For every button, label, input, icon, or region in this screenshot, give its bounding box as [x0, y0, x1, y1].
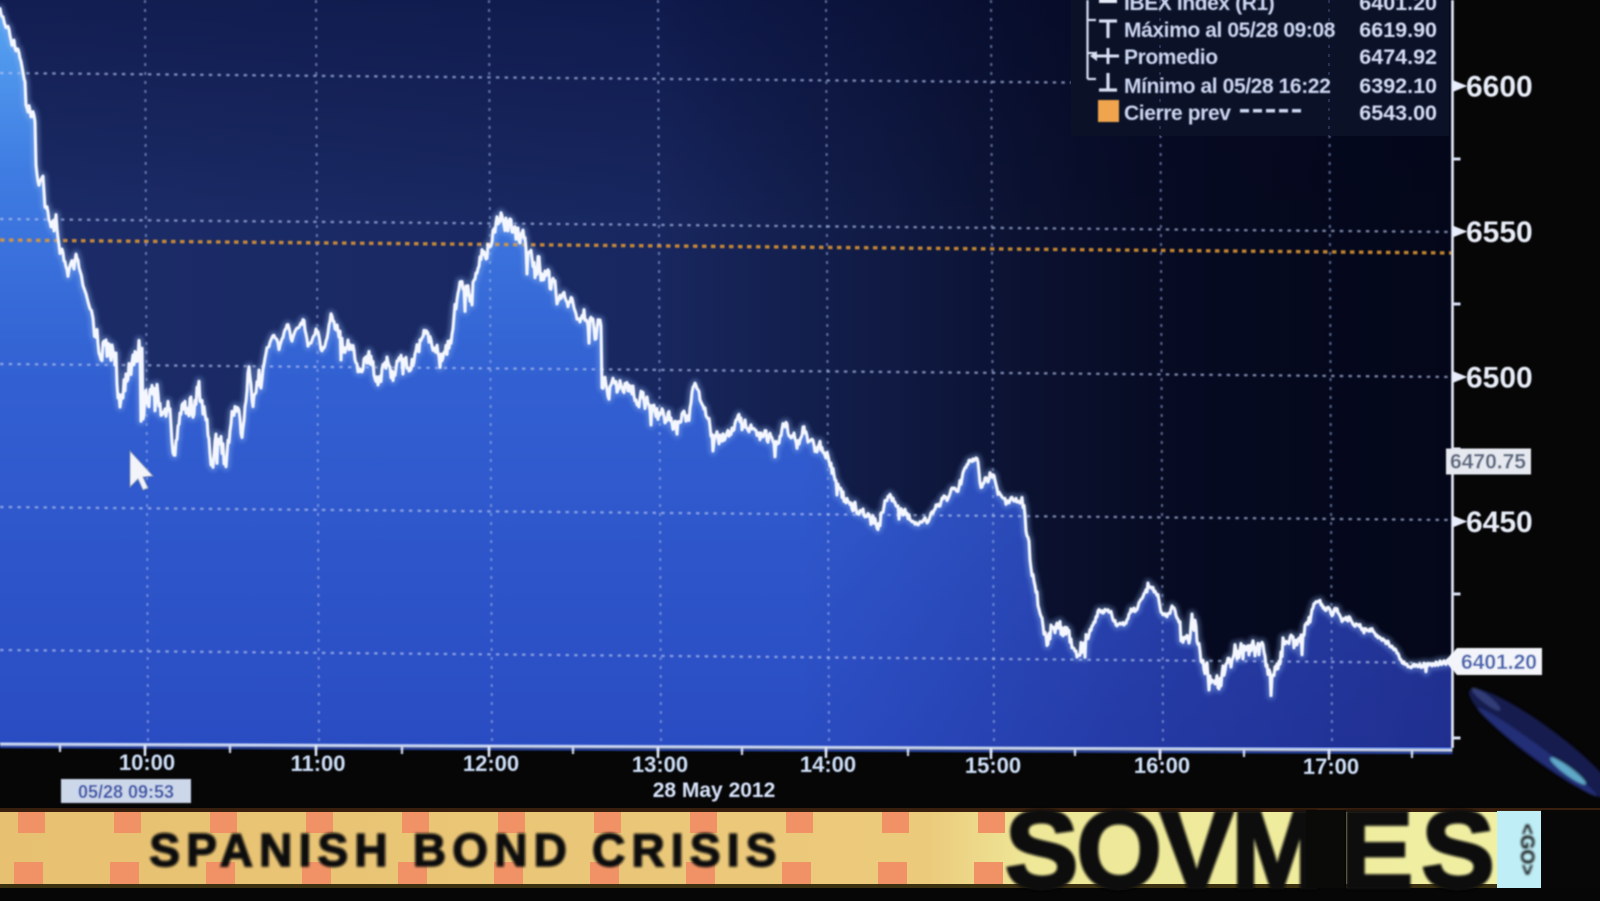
svg-text:SPANISH BOND CRISIS: SPANISH BOND CRISIS [149, 824, 782, 876]
svg-text:6470.75: 6470.75 [1450, 451, 1526, 474]
svg-text:Promedio: Promedio [1124, 46, 1218, 69]
svg-text:6550: 6550 [1466, 216, 1533, 249]
svg-text:6543.00: 6543.00 [1359, 101, 1437, 125]
svg-text:Cierre prev: Cierre prev [1124, 102, 1231, 125]
svg-text:13:00: 13:00 [632, 752, 688, 777]
svg-text:<GO>: <GO> [1516, 824, 1537, 876]
svg-text:16:00: 16:00 [1134, 753, 1190, 778]
svg-text:6401.20: 6401.20 [1359, 0, 1437, 15]
svg-text:11:00: 11:00 [290, 751, 345, 776]
svg-text:17:00: 17:00 [1303, 754, 1359, 779]
svg-text:Máximo al 05/28 09:08: Máximo al 05/28 09:08 [1124, 19, 1336, 42]
svg-text:IBEX Index (R1): IBEX Index (R1) [1124, 0, 1274, 15]
svg-text:SOVM: SOVM [1005, 789, 1321, 901]
svg-text:6619.90: 6619.90 [1359, 18, 1437, 42]
svg-text:15:00: 15:00 [965, 753, 1021, 778]
svg-text:Mínimo al 05/28 16:22: Mínimo al 05/28 16:22 [1124, 75, 1330, 98]
svg-text:6600: 6600 [1466, 71, 1533, 104]
svg-text:12:00: 12:00 [463, 751, 519, 776]
svg-text:6401.20: 6401.20 [1461, 651, 1537, 674]
svg-text:14:00: 14:00 [800, 752, 856, 777]
svg-text:6392.10: 6392.10 [1359, 74, 1437, 98]
svg-text:6450: 6450 [1466, 506, 1533, 539]
svg-text:6500: 6500 [1466, 362, 1533, 395]
svg-text:05/28 09:53: 05/28 09:53 [78, 782, 174, 802]
svg-text:28 May 2012: 28 May 2012 [653, 779, 776, 802]
svg-text:ES: ES [1340, 789, 1503, 901]
svg-text:6474.92: 6474.92 [1359, 45, 1437, 69]
svg-text:10:00: 10:00 [119, 750, 175, 775]
